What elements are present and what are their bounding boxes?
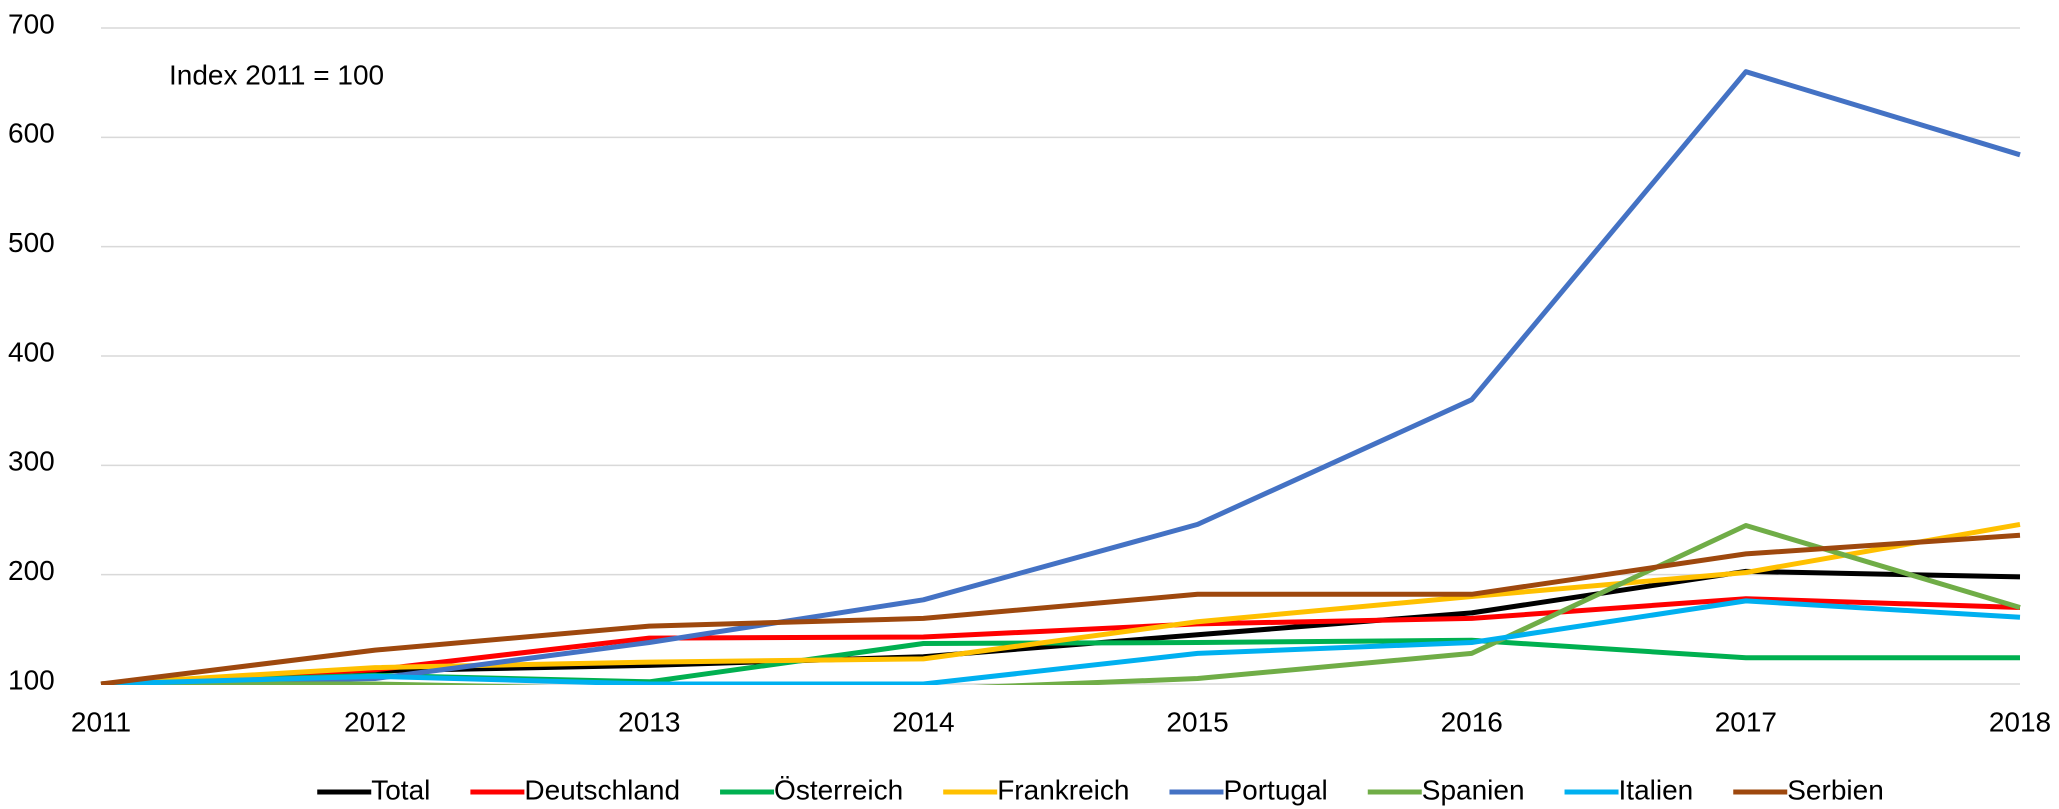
y-tick-label: 100 xyxy=(8,664,55,695)
legend-label: Serbien xyxy=(1787,774,1884,805)
y-tick-label: 200 xyxy=(8,555,55,586)
series-line xyxy=(100,69,2021,685)
legend-label: Spanien xyxy=(1422,774,1525,805)
x-tick-label: 2014 xyxy=(892,706,954,737)
x-tick-label: 2016 xyxy=(1441,706,1503,737)
x-tick-label: 2015 xyxy=(1166,706,1228,737)
x-tick-label: 2012 xyxy=(344,706,406,737)
annotation: Index 2011 = 100 xyxy=(169,59,384,90)
y-tick-label: 500 xyxy=(8,227,55,258)
series-line xyxy=(100,521,2021,685)
x-tick-label: 2018 xyxy=(1989,706,2051,737)
y-tick-label: 300 xyxy=(8,446,55,477)
legend-label: Italien xyxy=(1619,774,1694,805)
y-tick-label: 600 xyxy=(8,118,55,149)
x-tick-label: 2017 xyxy=(1715,706,1777,737)
x-tick-label: 2013 xyxy=(618,706,680,737)
legend-label: Portugal xyxy=(1223,774,1327,805)
x-tick-label: 2011 xyxy=(71,706,131,737)
legend-label: Österreich xyxy=(774,774,903,805)
legend-label: Total xyxy=(371,774,430,805)
legend-label: Deutschland xyxy=(524,774,680,805)
y-tick-label: 400 xyxy=(8,336,55,367)
plot-area xyxy=(100,69,2021,685)
series-line xyxy=(100,532,2021,685)
legend-label: Frankreich xyxy=(997,774,1129,805)
series-line xyxy=(101,523,2021,685)
y-tick-label: 700 xyxy=(8,8,55,39)
series-line xyxy=(100,598,2021,685)
